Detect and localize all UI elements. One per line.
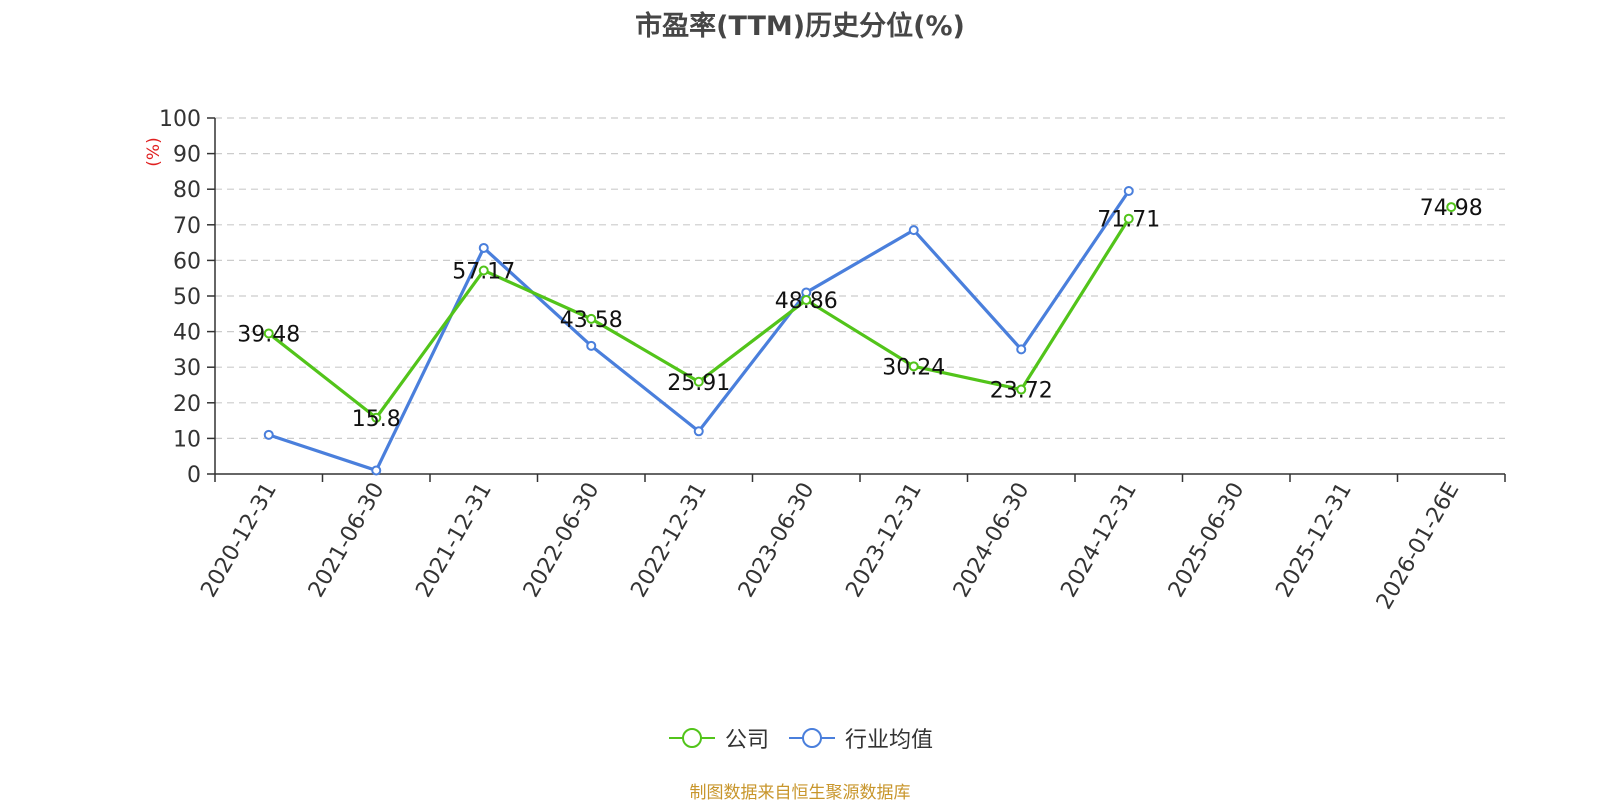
data-label: 30.24 <box>882 355 945 380</box>
data-point <box>371 412 382 423</box>
legend: 公司 行业均值 <box>0 722 1600 754</box>
x-tick-label: 2023-12-31 <box>841 479 927 602</box>
data-point <box>908 361 919 372</box>
y-tick-label: 50 <box>173 285 201 310</box>
legend-item-company[interactable]: 公司 <box>667 722 769 754</box>
data-label: 39.48 <box>237 322 300 347</box>
data-point <box>478 242 489 253</box>
x-tick-label: 2021-06-30 <box>304 479 390 602</box>
data-label: 57.17 <box>452 259 515 284</box>
source-note: 制图数据来自恒生聚源数据库 <box>689 783 911 803</box>
data-point <box>478 265 489 276</box>
y-tick-label: 60 <box>173 249 201 274</box>
legend-company-line-icon <box>668 728 715 748</box>
x-tick-label: 2022-06-30 <box>519 479 605 602</box>
y-tick-label: 40 <box>173 321 201 346</box>
legend-industry-line-icon <box>789 728 835 748</box>
grid-lines <box>215 117 1505 439</box>
y-axis-label: (%) <box>144 137 164 166</box>
data-point <box>586 340 597 351</box>
data-label: 43.58 <box>560 308 623 333</box>
data-point <box>693 376 704 387</box>
data-label: 74.98 <box>1420 196 1483 221</box>
data-labels: 39.48 15.8 57.17 43.58 25.91 48.86 30.24 23.72 7… <box>237 196 1482 432</box>
x-tick-label: 2020-12-31 <box>196 479 282 602</box>
x-tick-label: 2026-01-26E <box>1372 479 1465 614</box>
data-point <box>693 426 704 437</box>
data-point <box>263 429 274 440</box>
data-point <box>263 328 274 339</box>
y-tick-label: 90 <box>173 143 201 168</box>
x-tick-label: 2024-06-30 <box>949 479 1035 602</box>
data-point <box>586 313 597 324</box>
y-tick-label: 80 <box>173 178 201 203</box>
data-point <box>1123 185 1134 196</box>
series-line-0 <box>269 207 1452 418</box>
y-tick-label: 0 <box>187 463 201 488</box>
chart-title: 市盈率(TTM)历史分位(%) <box>635 11 965 42</box>
data-label: 23.72 <box>990 379 1053 404</box>
y-tick-label: 70 <box>173 214 201 239</box>
legend-item-industry-avg[interactable]: 行业均值 <box>787 722 933 754</box>
data-label: 15.8 <box>352 407 401 432</box>
x-tick-label: 2022-12-31 <box>626 479 712 602</box>
data-point <box>371 465 382 476</box>
legend-industry-label: 行业均值 <box>845 728 934 753</box>
data-point <box>1123 213 1134 224</box>
data-point <box>908 225 919 236</box>
x-tick-label: 2021-12-31 <box>411 479 497 602</box>
x-tick-label: 2025-06-30 <box>1164 479 1250 602</box>
data-point <box>1446 202 1457 213</box>
x-tick-label: 2024-12-31 <box>1056 479 1142 602</box>
y-tick-label: 20 <box>173 392 201 417</box>
data-point <box>1016 344 1027 355</box>
data-label: 25.91 <box>667 371 730 396</box>
x-tick-label: 2025-12-31 <box>1271 479 1357 602</box>
y-tick-label: 10 <box>173 427 201 452</box>
legend-company-label: 公司 <box>724 728 769 753</box>
x-tick-label: 2023-06-30 <box>734 479 820 602</box>
data-label: 48.86 <box>775 289 838 314</box>
data-label: 71.71 <box>1097 208 1160 233</box>
axes: 0 10 20 30 40 50 60 70 80 90 100 (%) 2020-12-31 2021-… <box>144 107 1506 614</box>
y-tick-label: 30 <box>173 356 201 381</box>
y-tick-label: 100 <box>159 107 201 132</box>
series-lines <box>263 185 1457 476</box>
data-point <box>1016 384 1027 395</box>
data-point <box>801 295 812 306</box>
